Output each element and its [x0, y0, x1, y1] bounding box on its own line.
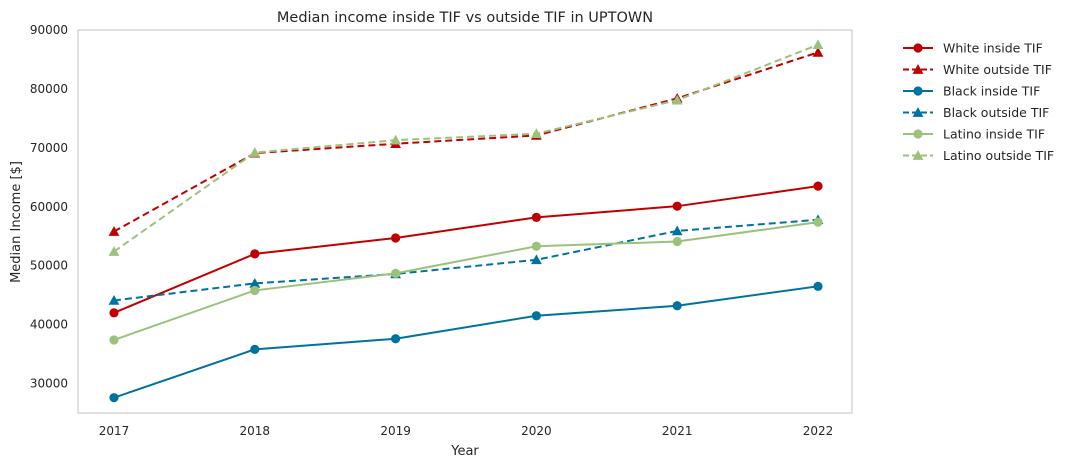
data-point	[391, 334, 401, 344]
legend-label: Latino inside TIF	[943, 127, 1045, 142]
data-point	[531, 254, 542, 265]
legend-label: Latino outside TIF	[943, 148, 1054, 163]
data-point	[250, 285, 260, 296]
data-point	[672, 201, 682, 211]
data-point	[108, 295, 120, 305]
chart-title: Median income inside TIF vs outside TIF …	[277, 10, 653, 26]
data-point	[812, 39, 824, 50]
y-tick-label: 60000	[30, 200, 68, 214]
series-line	[113, 185, 819, 314]
y-tick-label: 70000	[30, 141, 68, 155]
legend-label: White inside TIF	[943, 41, 1043, 56]
x-tick-label: 2017	[99, 424, 130, 438]
legend-item: Black inside TIF	[903, 84, 1040, 99]
data-point	[108, 226, 120, 236]
data-point	[391, 233, 401, 243]
legend-label: White outside TIF	[943, 62, 1052, 77]
x-tick-label: 2020	[521, 424, 552, 438]
y-tick-label: 40000	[30, 318, 68, 332]
data-point	[249, 277, 261, 288]
y-tick-label: 50000	[30, 259, 68, 273]
data-point	[531, 241, 542, 251]
series-1	[108, 46, 824, 236]
data-point	[671, 225, 683, 236]
data-point	[813, 281, 823, 291]
x-axis-ticks: 2017 2018 2019 2020 2021 2022	[99, 424, 834, 438]
series-0	[109, 181, 823, 318]
data-point	[812, 46, 824, 57]
legend-label: Black outside TIF	[943, 105, 1049, 120]
data-point	[671, 94, 683, 105]
x-tick-label: 2022	[803, 424, 834, 438]
x-tick-label: 2018	[240, 424, 271, 438]
data-point	[672, 301, 682, 311]
data-point	[249, 147, 261, 157]
data-point	[109, 335, 119, 345]
y-tick-label: 90000	[30, 23, 68, 37]
data-point	[813, 217, 823, 227]
data-point	[109, 308, 119, 318]
y-axis-label: Median Income [$]	[9, 161, 24, 283]
legend-label: Black inside TIF	[943, 84, 1040, 99]
data-point	[250, 344, 260, 354]
data-point	[672, 236, 682, 247]
x-axis-label: Year	[450, 444, 479, 459]
data-point	[250, 249, 260, 259]
data-point	[108, 246, 120, 256]
data-point	[531, 212, 542, 222]
series-line	[113, 51, 819, 233]
series-4	[109, 217, 823, 345]
x-tick-label: 2021	[662, 424, 693, 438]
series-line	[113, 221, 819, 341]
legend-marker	[912, 107, 924, 117]
data-point	[109, 393, 119, 403]
series-layer	[108, 39, 824, 403]
x-tick-label: 2019	[380, 424, 411, 438]
series-5	[108, 39, 824, 256]
y-tick-label: 30000	[30, 377, 68, 391]
data-point	[813, 181, 823, 191]
y-axis-ticks: 30000 40000 50000 60000 70000 80000 90000	[30, 23, 68, 391]
legend-item: White inside TIF	[903, 41, 1043, 56]
legend-marker	[913, 43, 923, 53]
legend-marker	[913, 86, 923, 96]
legend-item: Latino outside TIF	[903, 148, 1054, 163]
legend-marker	[912, 150, 924, 160]
legend-marker	[912, 64, 924, 74]
legend-item: Black outside TIF	[903, 105, 1049, 120]
series-line	[113, 285, 819, 399]
y-tick-label: 80000	[30, 82, 68, 96]
series-2	[109, 281, 823, 403]
legend: White inside TIF White outside TIF Black i…	[903, 41, 1054, 163]
legend-item: Latino inside TIF	[903, 127, 1045, 142]
data-point	[531, 128, 542, 139]
data-point	[531, 311, 542, 321]
plot-frame	[77, 29, 853, 414]
legend-marker	[913, 129, 923, 139]
series-line	[113, 218, 819, 302]
series-line	[113, 43, 819, 253]
data-point	[391, 268, 401, 278]
legend-item: White outside TIF	[903, 62, 1052, 77]
data-point	[390, 134, 401, 145]
